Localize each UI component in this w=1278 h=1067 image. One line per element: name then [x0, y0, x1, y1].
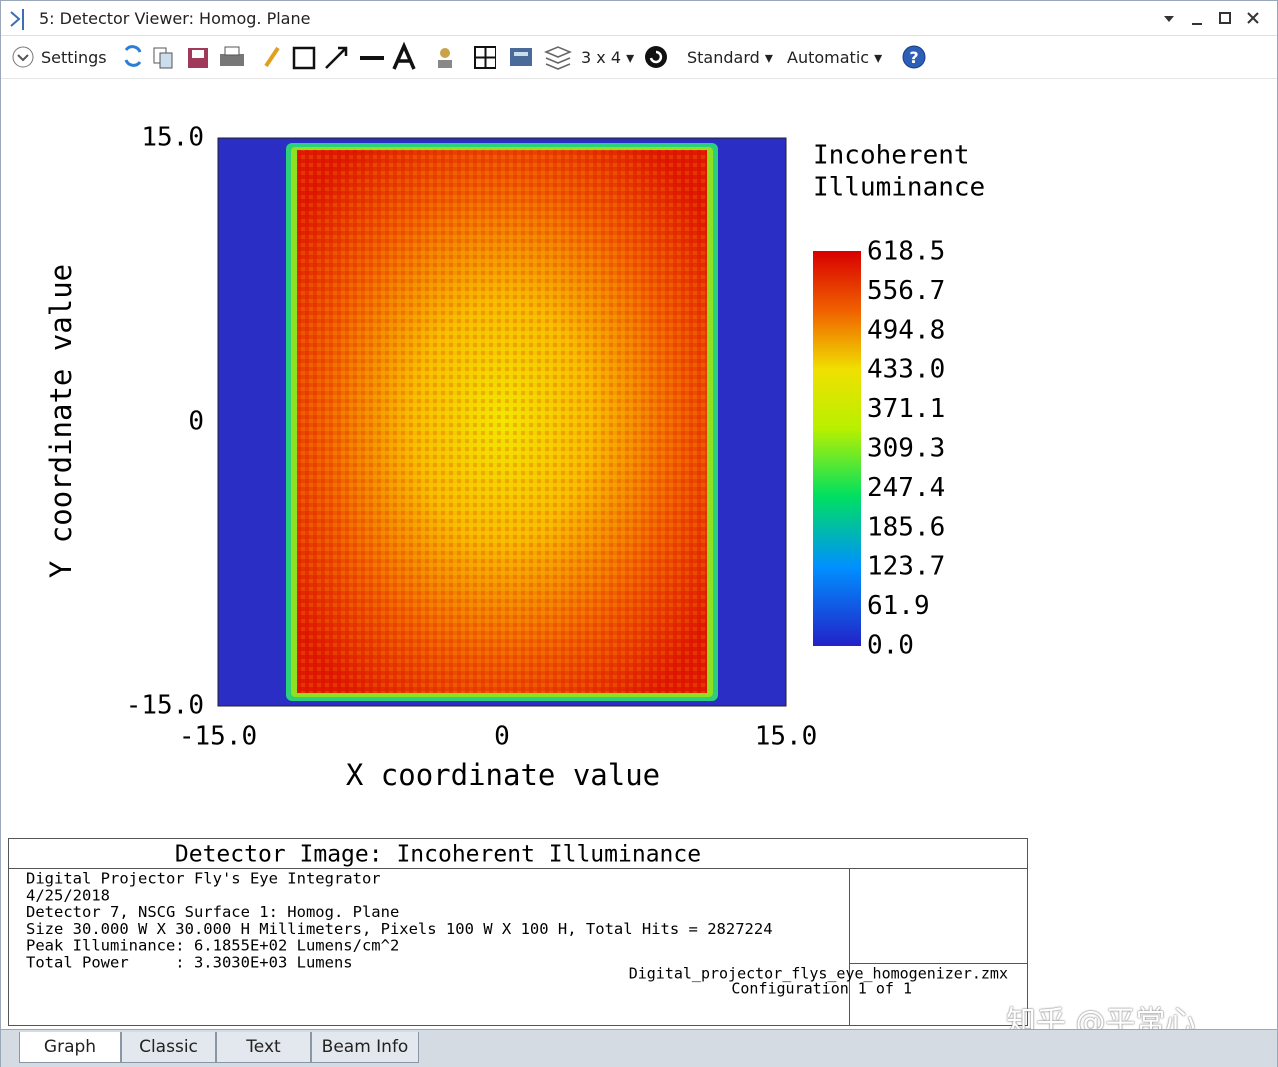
- y-tick-label: 15.0: [141, 123, 204, 153]
- window-title: 5: Detector Viewer: Homog. Plane: [39, 9, 311, 28]
- legend-title: Illuminance: [813, 173, 985, 203]
- colorbar-tick-label: 433.0: [867, 355, 945, 385]
- colorbar-tick-label: 309.3: [867, 434, 945, 464]
- refresh-icon[interactable]: [642, 43, 670, 71]
- info-line: Size 30.000 W X 30.000 H Millimeters, Pi…: [26, 920, 773, 938]
- settings-icon[interactable]: [11, 45, 35, 69]
- info-text: Digital Projector Fly's Eye Integrator4/…: [26, 870, 773, 972]
- colorbar-tick-label: 185.6: [867, 512, 945, 542]
- heatmap: [217, 137, 787, 707]
- info-line: Detector 7, NSCG Surface 1: Homog. Plane: [26, 903, 399, 921]
- info-line: Total Power : 3.3030E+03 Lumens: [26, 954, 353, 972]
- info-title: Detector Image: Incoherent Illuminance: [175, 842, 701, 868]
- window-controls[interactable]: [1156, 4, 1276, 34]
- legend-title: Incoherent: [813, 141, 970, 171]
- settings-button[interactable]: Settings: [41, 48, 107, 67]
- plot-area: Y coordinate value X coordinate value In…: [44, 123, 985, 793]
- title-bar: 5: Detector Viewer: Homog. Plane: [1, 1, 1277, 36]
- app-icon: [10, 9, 24, 30]
- y-tick-label: 0: [188, 407, 204, 437]
- colorbar-tick-label: 494.8: [867, 315, 945, 345]
- display-dropdown[interactable]: Standard ▾: [687, 48, 773, 67]
- file-name: Digital_projector_flys_eye_homogenizer.z…: [629, 965, 1008, 983]
- colorbar-tick-label: 61.9: [867, 591, 930, 621]
- toolbar: Settings 3 x 4 ▾ Standard ▾ Automatic ▾ …: [1, 36, 1277, 79]
- tab[interactable]: Text: [216, 1032, 311, 1063]
- x-tick-label: -15.0: [179, 722, 257, 752]
- y-axis-label: Y coordinate value: [44, 264, 78, 578]
- colorbar-tick-label: 371.1: [867, 394, 945, 424]
- colorbar-tick-label: 0.0: [867, 631, 914, 661]
- scale-value: Automatic: [787, 48, 870, 67]
- scale-dropdown[interactable]: Automatic ▾: [787, 48, 883, 67]
- x-tick-label: 0: [494, 722, 510, 752]
- info-panel: Detector Image: Incoherent Illuminance D…: [8, 838, 1028, 1026]
- help-icon[interactable]: ?: [901, 43, 929, 71]
- y-tick-label: -15.0: [126, 691, 204, 721]
- svg-text:?: ?: [909, 48, 918, 67]
- layout-value: 3 x 4: [581, 48, 621, 67]
- display-value: Standard: [687, 48, 760, 67]
- tab[interactable]: Classic: [121, 1032, 216, 1063]
- colorbar-tick-label: 618.5: [867, 237, 945, 267]
- view-icons[interactable]: [506, 36, 586, 78]
- colorbar: [813, 251, 861, 646]
- tab-bar: Graph Classic Text Beam Info: [1, 1029, 1277, 1067]
- x-axis-label: X coordinate value: [346, 758, 660, 792]
- colorbar-tick-label: 123.7: [867, 552, 945, 582]
- colorbar-tick-label: 247.4: [867, 473, 945, 503]
- x-tick-label: 15.0: [755, 722, 818, 752]
- info-line: 4/25/2018: [26, 886, 110, 904]
- tab[interactable]: Beam Info: [311, 1032, 419, 1063]
- colorbar-tick-label: 556.7: [867, 276, 945, 306]
- tab[interactable]: Graph: [19, 1032, 121, 1063]
- tool-icons[interactable]: [116, 36, 496, 78]
- layout-dropdown[interactable]: 3 x 4 ▾: [581, 48, 635, 67]
- info-line: Digital Projector Fly's Eye Integrator: [26, 870, 381, 888]
- info-line: Peak Illuminance: 6.1855E+02 Lumens/cm^2: [26, 937, 399, 955]
- config-text: Configuration 1 of 1: [731, 980, 912, 998]
